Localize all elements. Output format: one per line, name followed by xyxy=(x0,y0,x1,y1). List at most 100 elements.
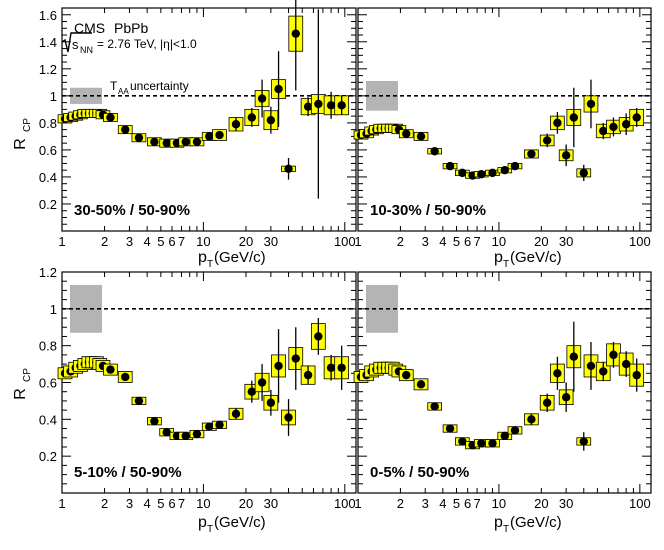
data-marker xyxy=(192,429,202,439)
data-point xyxy=(398,129,414,139)
x-title-sub: T xyxy=(503,259,509,270)
data-point xyxy=(228,117,244,132)
data-marker xyxy=(291,354,300,363)
data-marker xyxy=(162,428,171,437)
data-marker xyxy=(621,120,631,129)
data-point xyxy=(212,420,227,430)
data-point xyxy=(485,439,500,448)
data-point xyxy=(442,424,458,433)
x-tick-label: 4 xyxy=(439,234,446,249)
data-marker xyxy=(488,168,497,178)
x-tick-label: 6 xyxy=(464,496,471,511)
data-marker xyxy=(569,113,579,122)
data-marker xyxy=(337,363,346,372)
data-marker xyxy=(134,133,144,142)
data-marker xyxy=(150,137,159,146)
experiment-label: CMS xyxy=(74,20,105,36)
x-tick-label: 2 xyxy=(397,496,404,511)
data-marker xyxy=(162,138,171,148)
data-point xyxy=(159,138,175,148)
panel-0-5%: 1 2 3 4 5 6 7 10 20 30 100 0-5% / 50-90% xyxy=(353,271,652,511)
data-marker xyxy=(247,387,257,396)
x-tick-label: 10 xyxy=(492,234,506,249)
x-tick-label: 100 xyxy=(334,496,356,511)
data-point xyxy=(281,399,296,436)
x-tick-label: 30 xyxy=(559,234,573,249)
y-title-sub: CP xyxy=(22,368,33,382)
data-point xyxy=(539,393,555,412)
data-point xyxy=(442,161,458,171)
y-tick-label: 0.4 xyxy=(39,170,57,185)
x-title-p: p xyxy=(198,249,207,266)
data-point xyxy=(539,133,555,148)
data-marker xyxy=(569,352,579,361)
x-title-sub: T xyxy=(503,524,509,535)
data-marker xyxy=(586,361,596,371)
data-point xyxy=(595,361,611,382)
x-tick-label: 2 xyxy=(101,234,108,249)
panel-10-30%: 1 2 3 4 5 6 7 10 20 30 100 10-30% / 50-90% xyxy=(353,7,652,249)
data-marker xyxy=(445,161,455,171)
data-marker xyxy=(527,149,536,159)
taa-uncertainty-label: T AA uncertainty xyxy=(110,79,189,96)
data-marker xyxy=(257,378,267,387)
data-marker xyxy=(416,380,426,389)
x-tick-label: 1 xyxy=(354,234,361,249)
y-axis-title-bottom: R CP xyxy=(12,368,33,400)
y-title-sub: CP xyxy=(22,118,33,132)
data-point xyxy=(524,413,539,426)
data-marker xyxy=(274,361,283,371)
x-axis-title: p T (GeV/c) xyxy=(198,514,266,535)
energy-nn-sub: NN xyxy=(80,45,93,55)
data-point xyxy=(147,137,162,147)
x-tick-label: 20 xyxy=(239,234,253,249)
data-marker xyxy=(561,393,571,402)
system-label: PbPb xyxy=(114,20,148,36)
data-point xyxy=(583,341,599,390)
data-point xyxy=(288,327,304,390)
data-point xyxy=(271,329,286,403)
data-marker xyxy=(510,161,520,171)
sqrt-sign xyxy=(61,32,92,53)
x-tick-label: 10 xyxy=(196,496,210,511)
x-title-p: p xyxy=(494,514,503,531)
x-tick-label: 4 xyxy=(439,496,446,511)
y-tick-label: 0.2 xyxy=(39,197,57,212)
data-marker xyxy=(150,416,159,426)
x-title-unit: (GeV/c) xyxy=(214,514,266,531)
data-marker xyxy=(215,420,224,430)
data-marker xyxy=(181,137,190,146)
data-marker xyxy=(231,120,241,129)
y-tick-label: 0.4 xyxy=(39,412,57,427)
data-marker xyxy=(500,165,509,175)
data-marker xyxy=(488,439,497,448)
energy-label: = 2.76 TeV, |η|<1.0 xyxy=(97,37,197,51)
data-point xyxy=(398,369,414,382)
data-point xyxy=(300,365,316,385)
data-point xyxy=(629,358,645,392)
data-marker xyxy=(402,129,411,138)
data-marker xyxy=(337,101,346,110)
data-marker xyxy=(445,424,455,433)
panel-label: 30-50% / 50-90% xyxy=(74,202,190,219)
x-tick-label: 5 xyxy=(157,496,164,511)
data-marker xyxy=(106,365,115,374)
x-tick-label: 30 xyxy=(264,234,278,249)
data-point xyxy=(117,125,133,135)
x-tick-label: 30 xyxy=(559,496,573,511)
x-title-unit: (GeV/c) xyxy=(510,514,562,531)
x-tick-label: 2 xyxy=(101,496,108,511)
data-marker xyxy=(247,113,257,122)
y-tick-label: 0.8 xyxy=(39,116,57,131)
data-point xyxy=(254,364,270,401)
data-marker xyxy=(106,113,115,122)
x-title-sub: T xyxy=(207,259,213,270)
data-marker xyxy=(458,168,467,178)
energy-label-group: s NN = 2.76 TeV, |η|<1.0 xyxy=(61,32,197,55)
x-tick-label: 3 xyxy=(422,234,429,249)
data-marker xyxy=(314,99,323,109)
data-point xyxy=(566,321,582,392)
data-point xyxy=(131,396,147,406)
data-point xyxy=(244,108,260,127)
data-marker xyxy=(621,359,631,369)
